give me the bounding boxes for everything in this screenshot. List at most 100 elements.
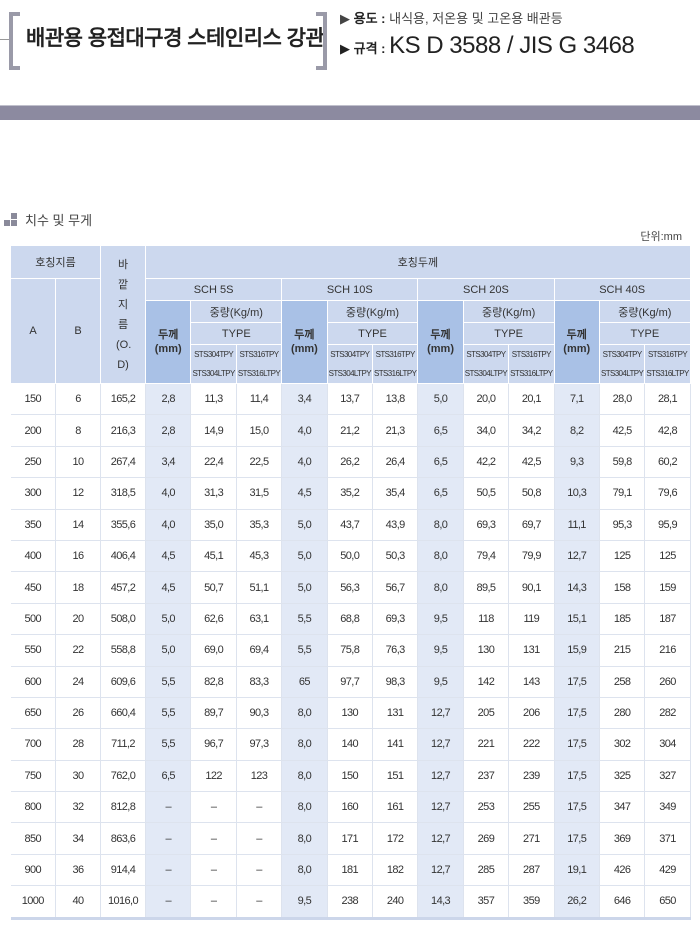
table-cell: 216 [644, 634, 691, 667]
thickness-cell: 17,5 [554, 728, 600, 761]
table-cell: 800 [10, 791, 56, 824]
table-cell: 185 [599, 603, 646, 636]
table-cell: 118 [463, 603, 510, 636]
thickness-cell: 17,5 [554, 760, 600, 793]
table-cell: 28,0 [599, 383, 646, 416]
table-cell: 50,8 [508, 477, 555, 510]
table-cell: – [236, 822, 283, 855]
table-cell: 60,2 [644, 446, 691, 479]
table-cell: 239 [508, 760, 555, 793]
table-cell: 56,3 [327, 571, 373, 604]
type-header: TYPE [462, 322, 555, 345]
type-304-header: STS304TPY STS304LTPY [462, 344, 510, 384]
thickness-cell: 4,0 [145, 509, 192, 541]
table-cell: 165,2 [100, 383, 147, 416]
table-cell: 300 [10, 477, 56, 510]
thickness-cell: 8,0 [281, 854, 328, 887]
thickness-cell: 26,2 [554, 885, 600, 920]
table-cell: 35,4 [372, 477, 419, 510]
standard-label: 규격 : [353, 41, 386, 56]
thickness-cell: 5,0 [281, 571, 328, 604]
thickness-cell: 5,5 [145, 666, 192, 698]
table-cell: 51,1 [236, 571, 283, 604]
section-title: 치수 및 무게 [25, 213, 93, 228]
thickness-cell: 6,5 [145, 760, 192, 793]
table-cell: 40 [55, 885, 102, 920]
table-cell: 75,8 [327, 634, 373, 667]
thickness-cell: 17,5 [554, 666, 600, 698]
unit-label: 단위:mm [640, 231, 682, 243]
table-cell: 26 [55, 697, 102, 730]
table-cell: 123 [236, 760, 283, 793]
table-cell: 97,3 [236, 728, 283, 761]
thickness-header: 두께 (mm) [553, 300, 600, 384]
table-cell: 812,8 [100, 791, 147, 824]
table-cell: 142 [463, 666, 510, 698]
triangle-bullet-icon: ▶ [340, 41, 354, 56]
thickness-cell: 12,7 [417, 760, 464, 793]
table-cell: 89,5 [463, 571, 510, 604]
table-cell: 76,3 [372, 634, 419, 667]
table-cell: 69,7 [508, 509, 555, 541]
table-row: 900 36 914,4– – –8,0 181 182 12,7 285 287 19,1 426 4… [10, 854, 691, 887]
table-cell: 150 [10, 383, 56, 416]
table-cell: 182 [372, 854, 419, 887]
table-cell: 28,1 [644, 383, 691, 416]
schedule-header: SCH 20S [417, 278, 555, 301]
table-cell: 10 [55, 446, 102, 479]
thickness-cell: 9,3 [554, 446, 600, 479]
table-cell: 34 [55, 822, 102, 855]
table-cell: 187 [644, 603, 691, 636]
page-header: 배관용 용접대구경 스테인리스 강관 ▶ 용도 : 내식용, 저온용 및 고온용… [0, 0, 700, 100]
table-cell: 457,2 [100, 571, 147, 604]
type-304-header: STS304TPY STS304LTPY [326, 344, 373, 384]
thickness-cell: 12,7 [554, 540, 600, 573]
thickness-header: 두께 (mm) [417, 300, 464, 384]
table-cell: 63,1 [236, 603, 283, 636]
usage-line: ▶ 용도 : 내식용, 저온용 및 고온용 배관등 [340, 8, 563, 27]
table-cell: 140 [327, 728, 373, 761]
thickness-cell: 5,0 [417, 383, 464, 416]
table-cell: 863,6 [100, 822, 147, 855]
table-cell: 206 [508, 697, 555, 730]
thickness-cell: 4,0 [145, 477, 192, 510]
thickness-cell: 6,5 [417, 414, 464, 447]
table-cell: 119 [508, 603, 555, 636]
table-cell: 21,2 [327, 414, 373, 447]
table-cell: 700 [10, 728, 56, 761]
table-cell: 130 [327, 697, 373, 730]
table-cell: 900 [10, 854, 56, 887]
table-cell: 143 [508, 666, 555, 698]
table-row: 400 16 406,4 4,5 45,1 45,3 5,0 50,0 50,3 8,0 79,4 7… [10, 540, 691, 573]
table-row: 200 8 216,3 2,8 14,9 15,0 4,0 21,2 21,3 6,5 34,0 34… [10, 414, 691, 447]
table-cell: 269 [463, 822, 510, 855]
thickness-cell: 5,0 [281, 509, 328, 541]
table-cell: 500 [10, 603, 56, 636]
thickness-cell: 5,5 [145, 728, 192, 761]
table-cell: 1016,0 [100, 885, 147, 920]
thickness-cell: 8,2 [554, 414, 600, 447]
table-cell: 45,1 [190, 540, 237, 573]
table-cell: 347 [599, 791, 646, 824]
product-title: 배관용 용접대구경 스테인리스 강관 [26, 27, 325, 50]
divider [0, 39, 12, 40]
table-cell: 215 [599, 634, 646, 667]
thickness-cell: 4,5 [281, 477, 328, 510]
table-cell: 429 [644, 854, 691, 887]
table-cell: 69,3 [372, 603, 419, 636]
type-316-header: STS316TPY STS316LTPY [508, 344, 555, 384]
table-cell: 20 [55, 603, 102, 636]
table-cell: 357 [463, 885, 510, 920]
thickness-cell: – [145, 885, 192, 920]
thickness-cell: 8,0 [281, 697, 328, 730]
outer-diameter-header: 바깥지름(O.D) [100, 245, 147, 384]
table-cell: – [190, 822, 237, 855]
table-cell: 158 [599, 571, 646, 604]
left-bracket [9, 12, 20, 70]
thickness-cell: 8,0 [281, 822, 328, 855]
table-cell: 325 [599, 760, 646, 793]
table-cell: 11,3 [190, 383, 237, 416]
table-cell: 181 [327, 854, 373, 887]
thickness-cell: 3,4 [145, 446, 192, 479]
table-cell: 327 [644, 760, 691, 793]
